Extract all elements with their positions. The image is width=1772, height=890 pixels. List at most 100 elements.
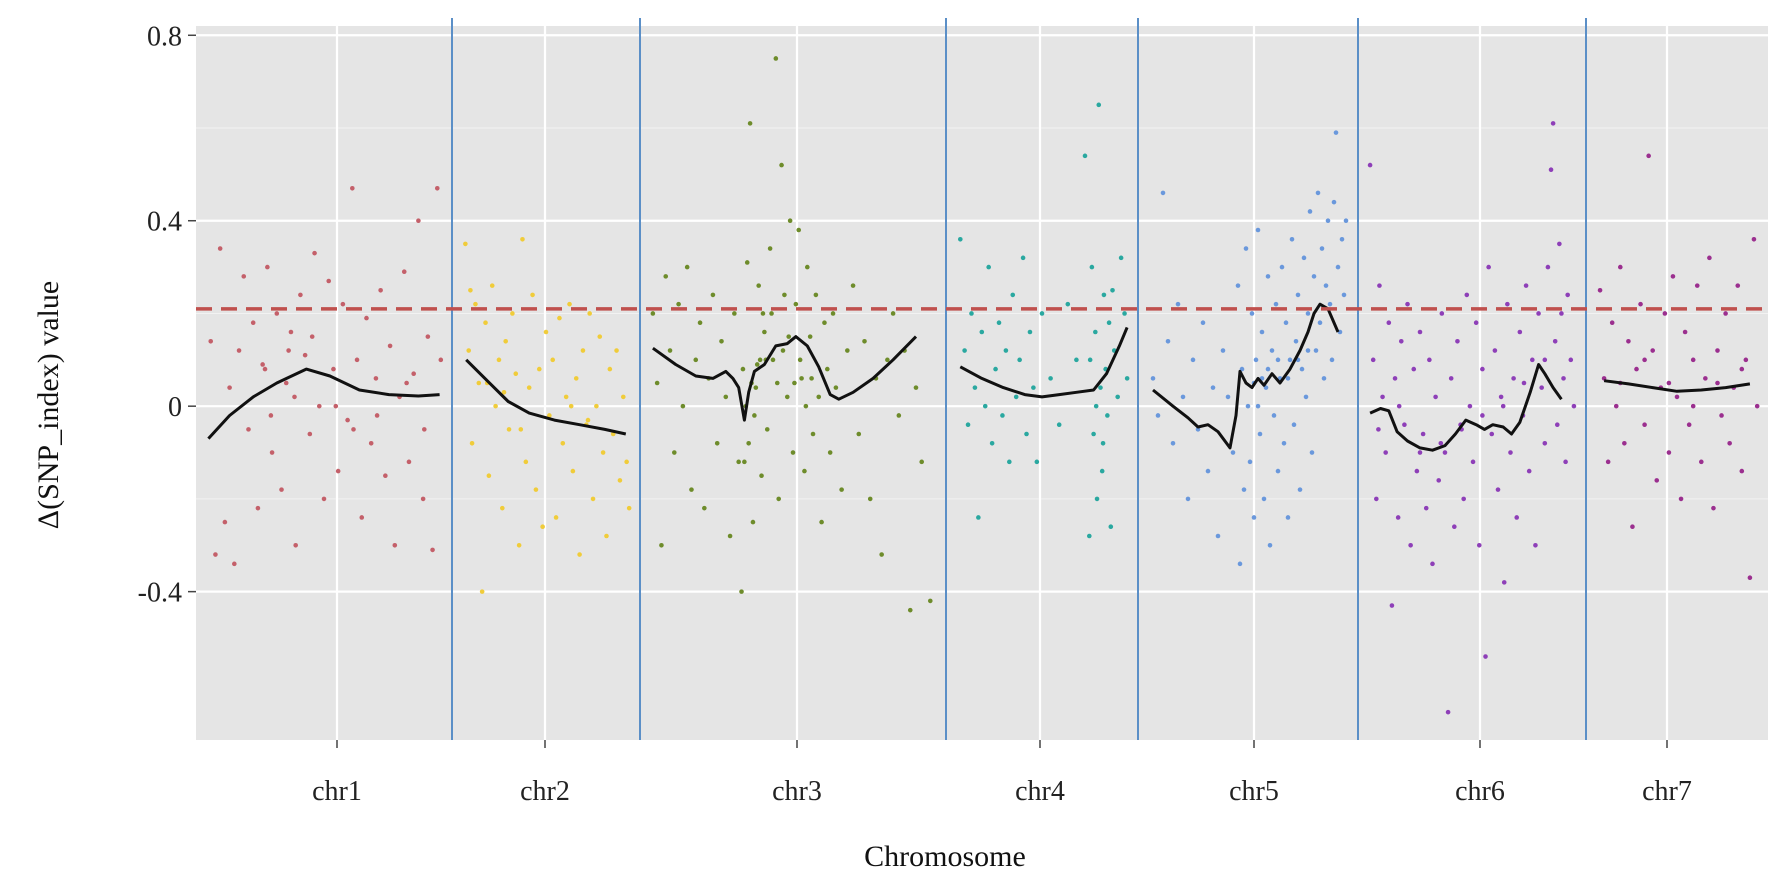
data-point: [1530, 357, 1535, 363]
data-point: [1642, 422, 1647, 428]
data-point: [1105, 413, 1110, 418]
data-point: [1436, 478, 1442, 483]
data-point: [1339, 236, 1345, 242]
data-point: [774, 380, 780, 386]
data-point: [312, 250, 317, 256]
data-point: [560, 440, 566, 446]
data-point: [1500, 403, 1506, 409]
data-point: [288, 329, 294, 335]
data-point: [333, 403, 339, 409]
data-point: [489, 283, 495, 288]
data-point: [208, 338, 214, 344]
data-point: [1013, 394, 1019, 400]
data-point: [1108, 524, 1114, 530]
data-point: [754, 362, 760, 367]
data-point: [293, 542, 298, 548]
data-point: [770, 357, 776, 363]
data-point: [723, 394, 729, 400]
data-point: [1727, 440, 1732, 446]
data-point: [786, 334, 792, 339]
data-point: [422, 427, 427, 432]
data-point: [547, 413, 552, 418]
data-point: [1711, 505, 1716, 511]
data-point: [1508, 450, 1513, 455]
data-point: [1715, 380, 1720, 386]
data-point: [331, 366, 336, 372]
data-point: [624, 459, 629, 465]
data-point: [1417, 329, 1423, 335]
data-point: [1096, 102, 1102, 108]
data-point: [1523, 283, 1529, 288]
data-point: [374, 413, 380, 418]
data-point: [862, 338, 867, 344]
data-point: [1467, 403, 1473, 409]
data-point: [1505, 301, 1510, 307]
data-point: [807, 334, 813, 339]
data-point: [672, 450, 677, 455]
data-point: [1215, 533, 1221, 539]
data-point: [1082, 153, 1088, 159]
data-point: [476, 380, 482, 386]
data-point: [803, 403, 809, 409]
data-point: [787, 218, 793, 224]
data-point: [1638, 301, 1643, 307]
data-point: [279, 487, 284, 492]
data-point: [383, 473, 388, 479]
points-chr4: [958, 102, 1130, 539]
data-point: [767, 246, 773, 251]
data-point: [1281, 440, 1287, 446]
data-point: [663, 274, 669, 279]
data-point: [1150, 376, 1156, 381]
data-point: [1110, 287, 1115, 293]
data-point: [1287, 357, 1293, 363]
data-point: [543, 329, 549, 335]
data-point: [1031, 385, 1036, 390]
data-point: [1542, 357, 1548, 363]
data-point: [667, 348, 673, 353]
data-point: [1333, 130, 1339, 135]
data-point: [1605, 459, 1611, 465]
x-axis-ticks: chr1 chr2 chr3 chr4 chr5 chr6 chr7: [312, 740, 1692, 807]
data-point: [309, 334, 315, 339]
data-point: [684, 264, 690, 270]
data-point: [510, 311, 515, 316]
x-tick-label-chr2: chr2: [520, 776, 570, 807]
chromosome-separators: [451, 18, 1587, 740]
data-point: [1483, 654, 1488, 659]
data-point: [784, 394, 790, 400]
data-point: [232, 561, 237, 567]
data-point: [1313, 348, 1319, 353]
data-point: [1480, 413, 1485, 418]
points-chr3: [650, 56, 933, 613]
data-point: [222, 519, 228, 525]
data-point: [819, 519, 824, 525]
data-point: [1427, 357, 1432, 363]
data-point: [1331, 199, 1337, 205]
data-point: [1539, 385, 1544, 390]
data-point: [1613, 403, 1619, 409]
data-point: [1367, 162, 1373, 168]
data-point: [689, 487, 694, 492]
data-point: [1307, 209, 1313, 214]
data-point: [827, 450, 833, 455]
data-point: [659, 542, 664, 548]
data-point: [1561, 376, 1566, 381]
data-point: [286, 348, 291, 353]
data-point: [1247, 459, 1253, 465]
data-point: [1271, 413, 1277, 418]
data-point: [1455, 338, 1460, 344]
data-point: [1597, 287, 1603, 293]
data-point: [1323, 283, 1329, 288]
data-point: [1495, 487, 1501, 492]
data-point: [756, 283, 761, 288]
data-point: [1118, 255, 1124, 261]
data-point: [1430, 561, 1435, 567]
data-point: [830, 311, 836, 316]
data-point: [523, 459, 529, 465]
data-point: [1405, 301, 1410, 307]
data-point: [1439, 311, 1445, 316]
data-point: [702, 505, 707, 511]
data-point: [972, 385, 978, 390]
data-point: [1099, 468, 1105, 474]
data-point: [1325, 218, 1331, 224]
